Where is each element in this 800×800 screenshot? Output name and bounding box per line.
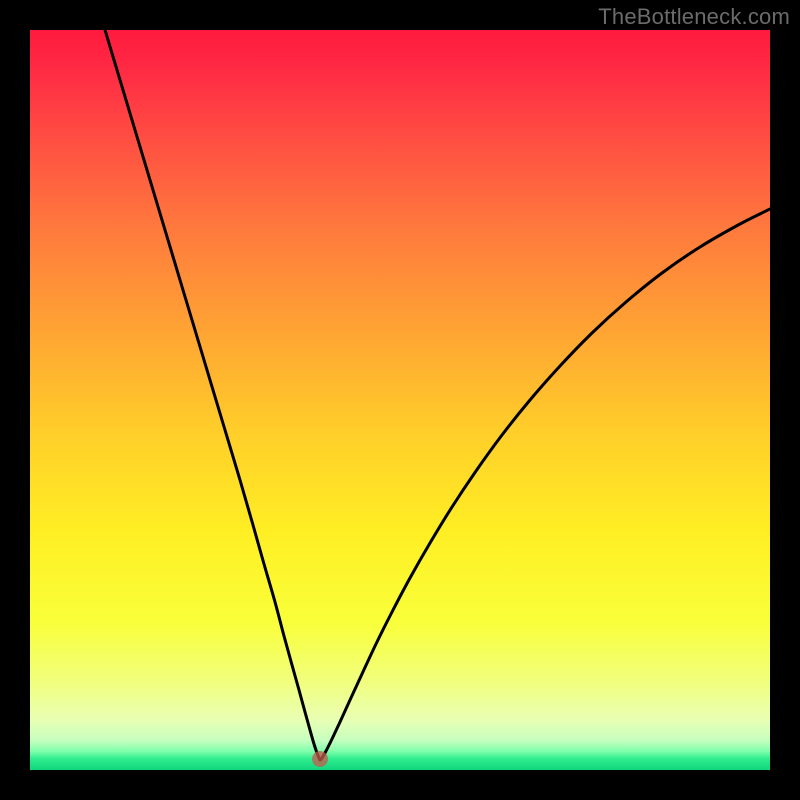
chart-svg <box>0 0 800 800</box>
watermark-text: TheBottleneck.com <box>598 4 790 30</box>
gradient-background <box>30 30 770 770</box>
optimum-marker <box>312 751 328 767</box>
chart-stage: TheBottleneck.com <box>0 0 800 800</box>
